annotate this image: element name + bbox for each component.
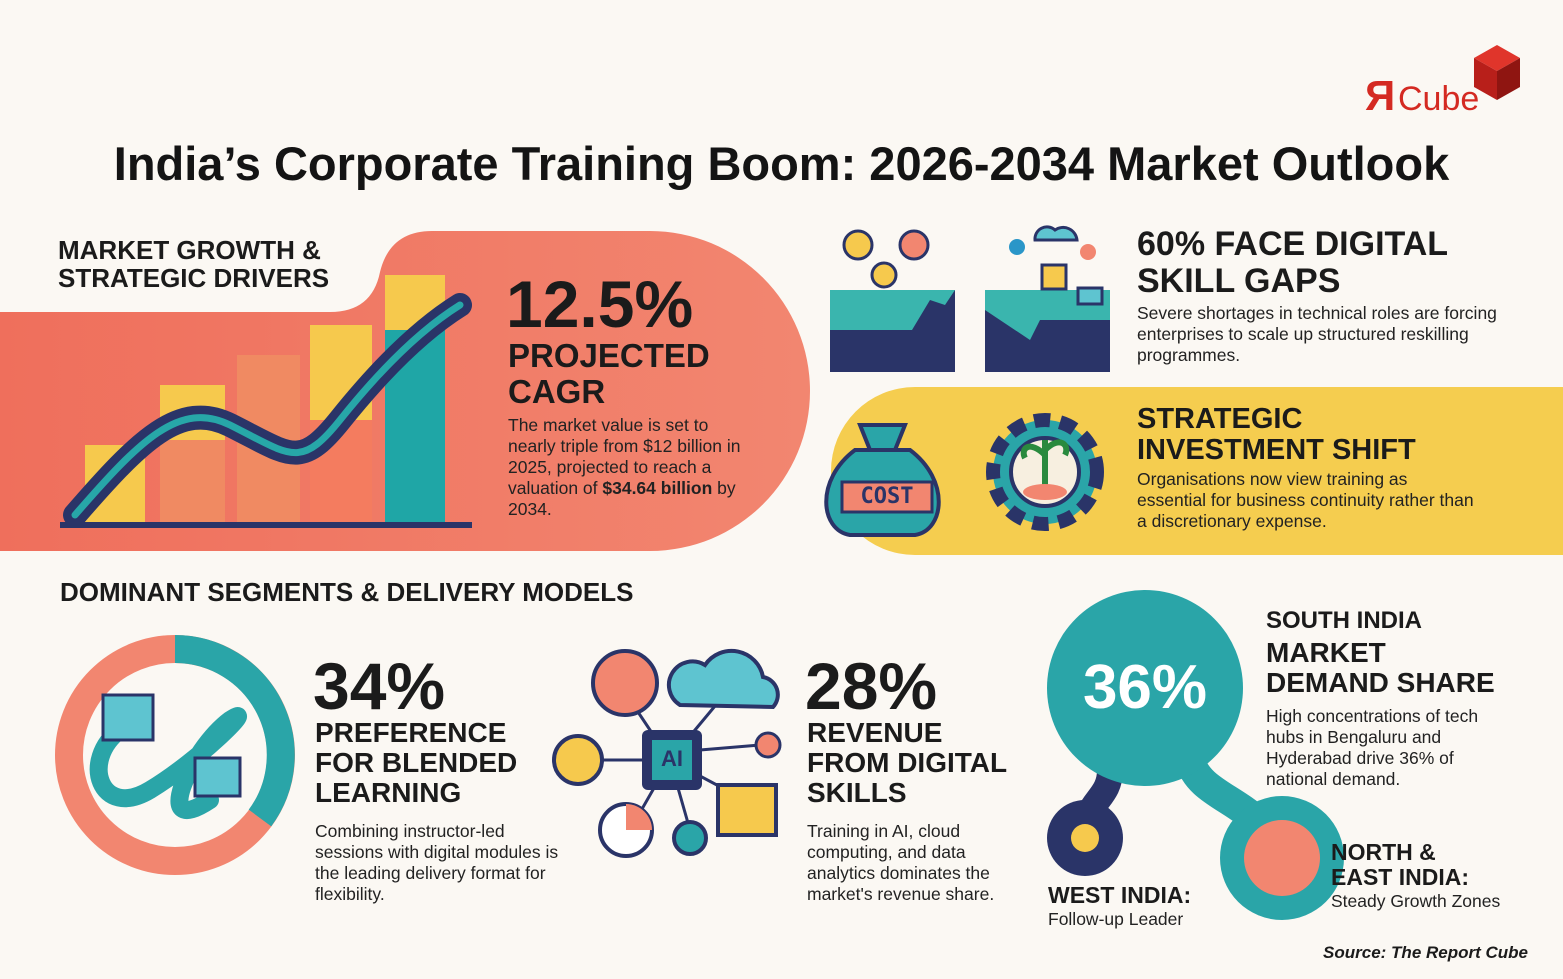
skill-gap-description: Severe shortages in technical roles are … xyxy=(1137,303,1497,365)
text-line: LEARNING xyxy=(315,777,462,809)
logo-text: Cube xyxy=(1398,80,1480,118)
blended-label: PREFERENCE FOR BLENDED LEARNING xyxy=(315,717,518,809)
text-line: REVENUE xyxy=(807,717,943,748)
skill-gap-heading: 60% FACE DIGITAL SKILL GAPS xyxy=(1137,226,1448,299)
blended-description: Combining instructor-led sessions with d… xyxy=(315,821,559,904)
text-line: STRATEGIC DRIVERS xyxy=(58,263,330,294)
section-heading: MARKET GROWTH & STRATEGIC DRIVERS xyxy=(58,236,329,292)
text-line: STRATEGIC xyxy=(1137,403,1303,435)
icon-label: AI xyxy=(661,746,683,771)
investment-description: Organisations now view training as essen… xyxy=(1137,469,1474,531)
text-line: MARKET xyxy=(1266,636,1386,668)
investment-heading: STRATEGIC INVESTMENT SHIFT xyxy=(1137,403,1416,467)
text-line: FROM DIGITAL xyxy=(807,747,1008,779)
source: Source: The Report Cube xyxy=(1323,943,1528,962)
text-line: INVESTMENT SHIFT xyxy=(1137,434,1416,467)
south-label: SOUTH INDIA MARKET DEMAND SHARE xyxy=(1266,608,1495,698)
highlight: $34.64 billion xyxy=(602,478,713,498)
text-line: 60% FACE DIGITAL xyxy=(1137,225,1449,263)
section-heading: DOMINANT SEGMENTS & DELIVERY MODELS xyxy=(60,577,634,607)
text: by 2034. xyxy=(508,478,736,519)
digital-description: Training in AI, cloud computing, and dat… xyxy=(807,821,995,904)
cagr-stat: 12.5% xyxy=(506,267,694,341)
digital-stat: 28% xyxy=(805,649,938,723)
text-line: SOUTH INDIA xyxy=(1266,607,1422,634)
blended-stat: 34% xyxy=(313,649,446,723)
south-description: High concentrations of tech hubs in Beng… xyxy=(1266,706,1479,789)
text-line: PROJECTED xyxy=(508,337,710,374)
title: India’s Corporate Training Boom: 2026-20… xyxy=(113,137,1450,190)
west-label: WEST INDIA: xyxy=(1048,882,1192,908)
north-label: NORTH & EAST INDIA: xyxy=(1331,840,1469,890)
text-line: PREFERENCE xyxy=(315,717,507,748)
north-description: Steady Growth Zones xyxy=(1331,891,1501,911)
cagr-label: PROJECTED CAGR xyxy=(508,338,710,409)
cagr-description: The market value is set to nearly triple… xyxy=(508,415,758,520)
text-line: FOR BLENDED xyxy=(315,747,518,779)
logo-mark: Я xyxy=(1365,72,1396,119)
text-line: SKILL GAPS xyxy=(1137,261,1341,300)
text-line: CAGR xyxy=(508,372,606,410)
text-line: DEMAND SHARE xyxy=(1266,667,1495,699)
icon-label: COST xyxy=(860,484,914,509)
west-description: Follow-up Leader xyxy=(1048,909,1184,929)
text-line: EAST INDIA: xyxy=(1331,863,1469,890)
digital-label: REVENUE FROM DIGITAL SKILLS xyxy=(807,717,1008,809)
text-line: SKILLS xyxy=(807,777,907,809)
text-line: NORTH & xyxy=(1331,839,1436,865)
text-line: MARKET GROWTH & xyxy=(58,235,321,265)
text: The market value is set to nearly triple… xyxy=(508,415,741,498)
south-stat: 36% xyxy=(1082,653,1208,722)
